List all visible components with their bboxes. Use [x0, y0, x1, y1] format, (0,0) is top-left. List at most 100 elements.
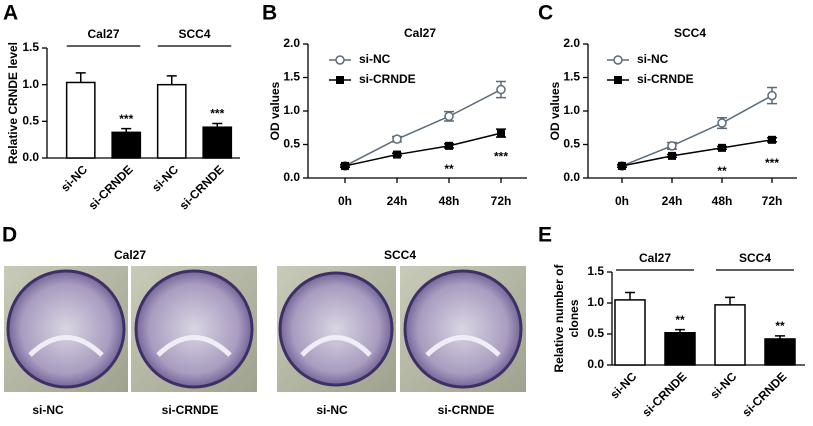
significance: *** [494, 149, 508, 163]
x-tick-label: 24h [387, 194, 408, 208]
series-line [621, 139, 773, 167]
y-tick-label: 0.5 [283, 137, 300, 151]
legend-label: si-NC [637, 52, 669, 66]
y-axis-label: Relative number of [552, 263, 566, 372]
plate-photo [4, 266, 128, 392]
marker [392, 134, 402, 144]
marker [444, 111, 454, 122]
significance: ** [775, 319, 785, 333]
y-axis-label: clones [567, 299, 581, 337]
y-tick-label: 1.0 [283, 103, 300, 117]
y-tick-label: 1.5 [22, 40, 39, 54]
y-tick-label: 1.0 [22, 77, 39, 91]
x-tick-label: si-CRNDE [86, 162, 136, 212]
marker [445, 141, 453, 150]
bar [764, 338, 796, 366]
y-tick-label: 1.0 [587, 295, 604, 309]
marker [767, 90, 777, 101]
y-tick-label: 2.0 [283, 36, 300, 50]
plate-photo [400, 266, 526, 392]
bar [202, 126, 233, 159]
bar [156, 83, 187, 159]
x-tick-label: si-CRNDE [177, 162, 227, 212]
y-tick-label: 0.0 [22, 150, 39, 164]
photo-label: si-CRNDE [438, 403, 495, 417]
bar [714, 304, 746, 366]
x-tick-label: 72h [762, 194, 783, 208]
marker [718, 143, 726, 152]
group-label: Cal27 [639, 251, 671, 265]
bar [65, 81, 96, 159]
photo-group-title: Cal27 [114, 248, 146, 262]
y-tick-label: 0.0 [563, 170, 580, 184]
photo-group-title: SCC4 [384, 248, 416, 262]
x-tick-label: si-NC [707, 369, 739, 401]
y-tick-label: 0.0 [587, 357, 604, 371]
marker [341, 161, 349, 170]
x-tick-label: si-NC [58, 162, 90, 194]
y-tick-label: 1.5 [563, 70, 580, 84]
chart-title: Cal27 [404, 26, 436, 40]
significance: ** [717, 164, 727, 178]
marker [393, 150, 401, 159]
plate-photo [131, 266, 257, 392]
bar [111, 131, 142, 159]
error-bar [725, 296, 735, 305]
legend-marker [614, 76, 622, 84]
y-tick-label: 2.0 [563, 36, 580, 50]
y-tick-label: 0.0 [283, 170, 300, 184]
series-line [621, 94, 773, 167]
photo-label: si-NC [316, 403, 348, 417]
marker [668, 151, 676, 160]
plate-photo [277, 266, 396, 392]
marker [496, 84, 506, 95]
photo-label: si-NC [32, 403, 64, 417]
legend-label: si-CRNDE [359, 72, 416, 86]
y-axis-label: OD values [548, 81, 562, 140]
x-tick-label: 72h [491, 194, 512, 208]
x-tick-label: si-CRNDE [639, 369, 689, 419]
marker [618, 161, 626, 170]
marker [717, 118, 727, 128]
panel-letter: D [2, 224, 17, 247]
series-line [344, 132, 502, 167]
y-tick-label: 1.5 [283, 70, 300, 84]
group-label: Cal27 [87, 27, 119, 41]
y-tick-label: 0.5 [22, 114, 39, 128]
bar [664, 332, 696, 366]
bar [614, 299, 646, 366]
y-axis-label: Relative CRNDE level [6, 42, 20, 164]
significance: ** [675, 313, 685, 327]
series-line [344, 88, 502, 167]
error-bar [75, 72, 86, 83]
x-tick-label: si-NC [607, 369, 639, 401]
x-tick-label: 48h [712, 194, 733, 208]
significance: *** [765, 156, 779, 170]
group-label: SCC4 [178, 27, 210, 41]
x-tick-label: 48h [439, 194, 460, 208]
chart-title: SCC4 [674, 26, 706, 40]
panel-letter: A [3, 2, 18, 25]
x-tick-label: si-NC [149, 162, 181, 194]
photo-label: si-CRNDE [162, 403, 219, 417]
legend-marker [336, 76, 344, 84]
x-tick-label: 0h [338, 194, 352, 208]
y-axis-label: OD values [268, 81, 282, 140]
group-label: SCC4 [739, 251, 771, 265]
x-tick-label: si-CRNDE [739, 369, 789, 419]
significance: *** [119, 112, 133, 126]
panel-d: D Cal27 SCC4 si-NC si-CRNDE si-NC si-CRN… [2, 224, 526, 417]
legend-marker [613, 55, 623, 65]
legend-marker [335, 55, 345, 65]
significance: *** [210, 107, 224, 121]
error-bar [625, 291, 635, 300]
y-tick-label: 0.5 [563, 137, 580, 151]
legend-label: si-NC [359, 52, 391, 66]
x-tick-label: 24h [662, 194, 683, 208]
y-tick-label: 1.5 [587, 264, 604, 278]
error-bar [166, 75, 177, 85]
x-tick-label: 0h [615, 194, 629, 208]
panel-letter: E [538, 224, 552, 247]
significance: ** [444, 162, 454, 176]
marker [497, 129, 505, 138]
